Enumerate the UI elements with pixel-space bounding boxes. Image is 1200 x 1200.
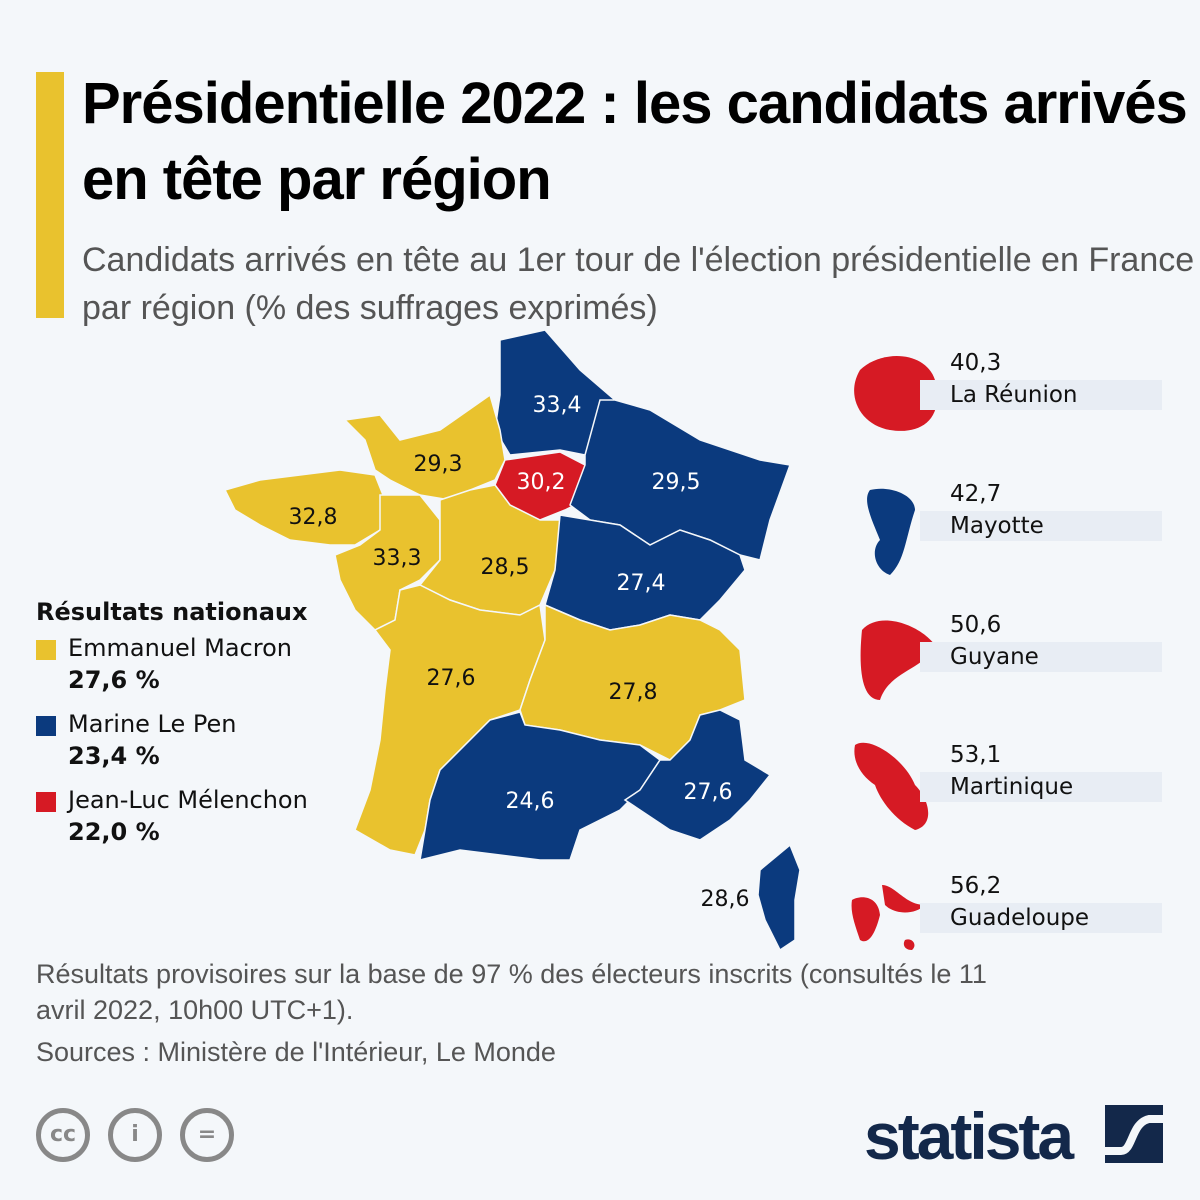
footer: Résultats provisoires sur la base de 97 … [36, 956, 1036, 1070]
region-value-label: 27,8 [609, 680, 658, 705]
legend-name: Marine Le Pen [68, 710, 237, 738]
no-derivatives-icon[interactable]: = [180, 1108, 234, 1162]
overseas-shape-martinique [854, 742, 929, 830]
region-value-label: 33,3 [373, 546, 422, 571]
attribution-icon[interactable]: i [108, 1108, 162, 1162]
overseas-shape-guadeloupe [851, 885, 925, 950]
region-occitanie [419, 711, 662, 862]
overseas-name: Guadeloupe [920, 903, 1162, 933]
footnote: Résultats provisoires sur la base de 97 … [36, 959, 987, 1025]
legend: Résultats nationaux Emmanuel Macron 27,6 … [36, 598, 308, 846]
overseas-name: Martinique [920, 772, 1162, 802]
region-value-label: 27,6 [684, 780, 733, 805]
legend-name: Emmanuel Macron [68, 634, 292, 662]
region-value-label: 29,5 [652, 470, 701, 495]
region-value-label: 28,5 [481, 555, 530, 580]
title-accent-bar [36, 72, 64, 318]
region-corse [757, 843, 801, 952]
legend-swatch [36, 792, 56, 812]
sources: Sources : Ministère de l'Intérieur, Le M… [36, 1037, 556, 1067]
statista-logo-mark-icon [1105, 1105, 1163, 1163]
overseas-shape-la-réunion [854, 356, 938, 431]
overseas-value: 56,2 [950, 873, 1002, 899]
overseas-reunion: 40,3 La Réunion [920, 346, 1162, 410]
cc-icon[interactable]: cc [36, 1108, 90, 1162]
region-normandie [343, 393, 506, 501]
overseas-guyane: 50,6 Guyane [920, 608, 1162, 672]
legend-swatch [36, 716, 56, 736]
legend-value: 23,4 % [68, 742, 160, 770]
legend-value: 22,0 % [68, 818, 160, 846]
overseas-mayotte: 42,7 Mayotte [920, 477, 1162, 541]
statista-logo[interactable]: statista [864, 1099, 1074, 1173]
overseas-value: 42,7 [950, 481, 1002, 507]
overseas-value: 40,3 [950, 350, 1002, 376]
region-value-label: 33,4 [533, 393, 582, 418]
legend-value: 27,6 % [68, 666, 160, 694]
header: Présidentielle 2022 : les candidats arri… [82, 66, 1198, 332]
legend-name: Jean-Luc Mélenchon [68, 786, 308, 814]
subtitle: Candidats arrivés en tête au 1er tour de… [82, 241, 1195, 327]
overseas-martinique: 53,1 Martinique [920, 738, 1162, 802]
region-value-label: 27,4 [617, 571, 666, 596]
region-value-label: 30,2 [517, 470, 566, 495]
overseas-value: 53,1 [950, 742, 1002, 768]
overseas-guadeloupe: 56,2 Guadeloupe [920, 869, 1162, 933]
overseas-shape-mayotte [867, 488, 915, 575]
legend-title: Résultats nationaux [36, 598, 308, 626]
overseas-name: Mayotte [920, 511, 1162, 541]
overseas-name: La Réunion [920, 380, 1162, 410]
overseas-value: 50,6 [950, 612, 1002, 638]
legend-item-melenchon: Jean-Luc Mélenchon 22,0 % [36, 786, 308, 846]
region-value-label: 24,6 [506, 789, 555, 814]
page-title: Présidentielle 2022 : les candidats arri… [82, 71, 1188, 212]
overseas-shape-guyane [860, 620, 935, 700]
region-value-label: 27,6 [427, 666, 476, 691]
legend-item-le-pen: Marine Le Pen 23,4 % [36, 710, 308, 770]
legend-swatch [36, 640, 56, 660]
legend-item-macron: Emmanuel Macron 27,6 % [36, 634, 308, 694]
region-provence-alpes-côte-d-azur [623, 709, 772, 841]
overseas-name: Guyane [920, 642, 1162, 672]
region-value-label: 29,3 [414, 452, 463, 477]
region-value-label: 28,6 [701, 887, 750, 912]
region-value-label: 32,8 [289, 505, 338, 530]
